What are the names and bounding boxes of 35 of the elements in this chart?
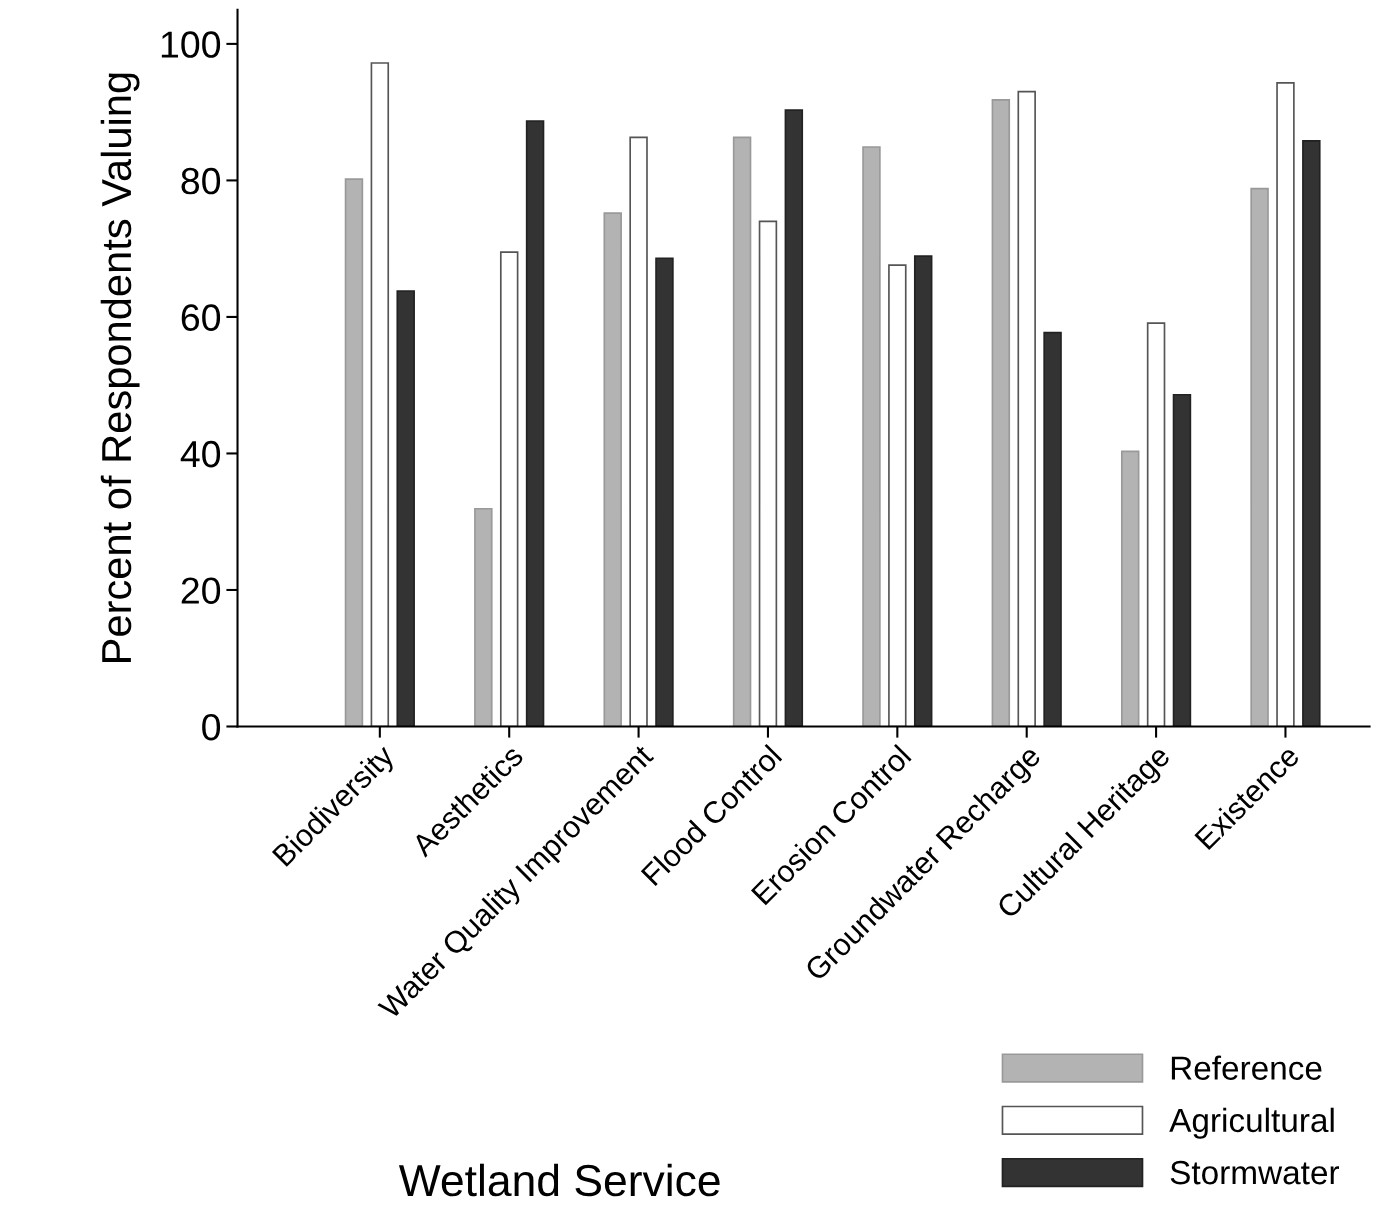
bar [1302,139,1321,727]
bar [603,212,622,727]
bar [1017,90,1036,727]
bar [525,120,545,727]
bar [629,136,648,727]
y-tick-label: 0 [202,713,221,741]
bar [1043,331,1062,727]
y-tick-label: 20 [181,577,221,604]
bar [474,507,493,727]
bar [888,264,907,727]
y-axis-title: Percent of Respondents Valuing [100,73,140,662]
y-tick-label: 100 [161,31,221,58]
bar [862,146,881,727]
bar [1172,393,1192,727]
y-tick-label: 80 [181,167,221,195]
bar [1146,322,1166,727]
bar [396,290,415,727]
bar [499,251,519,727]
legend-label: Reference [1171,1055,1322,1080]
bar [732,136,752,727]
bar [1120,450,1140,727]
bar [370,62,390,727]
x-axis-title: Wetland Service [398,1163,720,1197]
bar [784,109,804,727]
bar [991,99,1011,727]
bar [758,220,778,727]
bar [1276,81,1295,727]
legend-label: Agricultural [1169,1107,1334,1139]
legend-label: Stormwater [1170,1160,1340,1185]
bar [1250,187,1269,727]
bar [655,257,674,727]
bar [913,255,933,727]
y-tick-label: 40 [180,440,221,468]
bar [344,178,364,727]
y-tick-label: 60 [181,304,221,331]
